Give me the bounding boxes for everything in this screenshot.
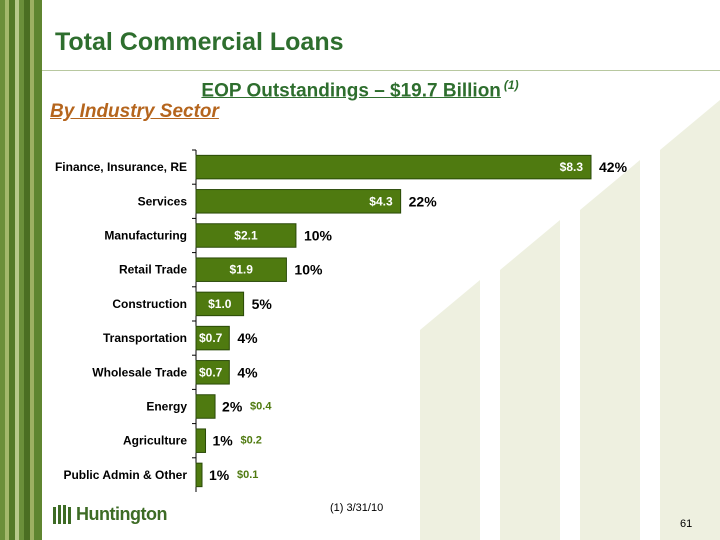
data-value-label: $0.1	[237, 469, 258, 481]
bar	[195, 428, 207, 453]
bar	[195, 462, 203, 488]
data-value-label: $1.0	[208, 297, 232, 311]
bar	[195, 223, 297, 248]
bar	[195, 291, 245, 317]
percent-label: 1%	[209, 467, 230, 483]
category-label: Transportation	[103, 331, 187, 345]
percent-label: 1%	[213, 433, 234, 449]
percent-label: 10%	[294, 262, 323, 278]
data-value-label: $0.7	[199, 365, 223, 379]
huntington-logo: Huntington	[52, 504, 172, 526]
subtitle-footnote-marker: (1)	[503, 78, 519, 92]
logo-mark-icon	[53, 505, 71, 524]
data-value-label: $0.2	[241, 435, 262, 447]
data-value-label: $8.3	[560, 160, 584, 174]
category-label: Energy	[146, 400, 187, 414]
category-label: Agriculture	[123, 434, 187, 448]
percent-label: 22%	[409, 193, 438, 209]
data-value-label: $0.4	[250, 401, 272, 413]
chart-subtitle: EOP Outstandings – $19.7 Billion (1)	[0, 78, 720, 102]
decorative-side-stripes	[0, 0, 42, 540]
data-value-label: $4.3	[369, 194, 393, 208]
logo-text: Huntington	[76, 504, 167, 524]
page-title: Total Commercial Loans	[55, 28, 344, 56]
bar	[195, 325, 230, 351]
percent-label: 10%	[304, 228, 333, 244]
category-label: Wholesale Trade	[92, 365, 187, 379]
percent-label: 4%	[237, 364, 258, 380]
footnote: (1) 3/31/10	[330, 502, 384, 514]
category-label: Services	[138, 194, 188, 208]
bar	[195, 394, 216, 419]
percent-label: 4%	[237, 330, 258, 346]
category-label: Public Admin & Other	[63, 468, 187, 482]
category-label: Manufacturing	[104, 229, 187, 243]
data-value-label: $1.9	[230, 263, 254, 277]
subtitle-text: EOP Outstandings – $19.7 Billion	[201, 80, 501, 102]
title-divider	[42, 70, 720, 71]
data-value-label: $2.1	[234, 229, 258, 243]
section-label: By Industry Sector	[50, 101, 219, 122]
category-label: Retail Trade	[119, 263, 187, 277]
data-value-label: $0.7	[199, 331, 223, 345]
page-number: 61	[680, 518, 693, 530]
bar	[195, 154, 592, 180]
percent-label: 2%	[222, 399, 243, 415]
bar	[195, 189, 402, 214]
category-label: Construction	[112, 297, 187, 311]
category-label: Finance, Insurance, RE	[55, 160, 187, 174]
percent-label: 5%	[252, 296, 273, 312]
percent-label: 42%	[599, 159, 628, 175]
bar	[195, 360, 230, 385]
bar	[195, 257, 287, 282]
